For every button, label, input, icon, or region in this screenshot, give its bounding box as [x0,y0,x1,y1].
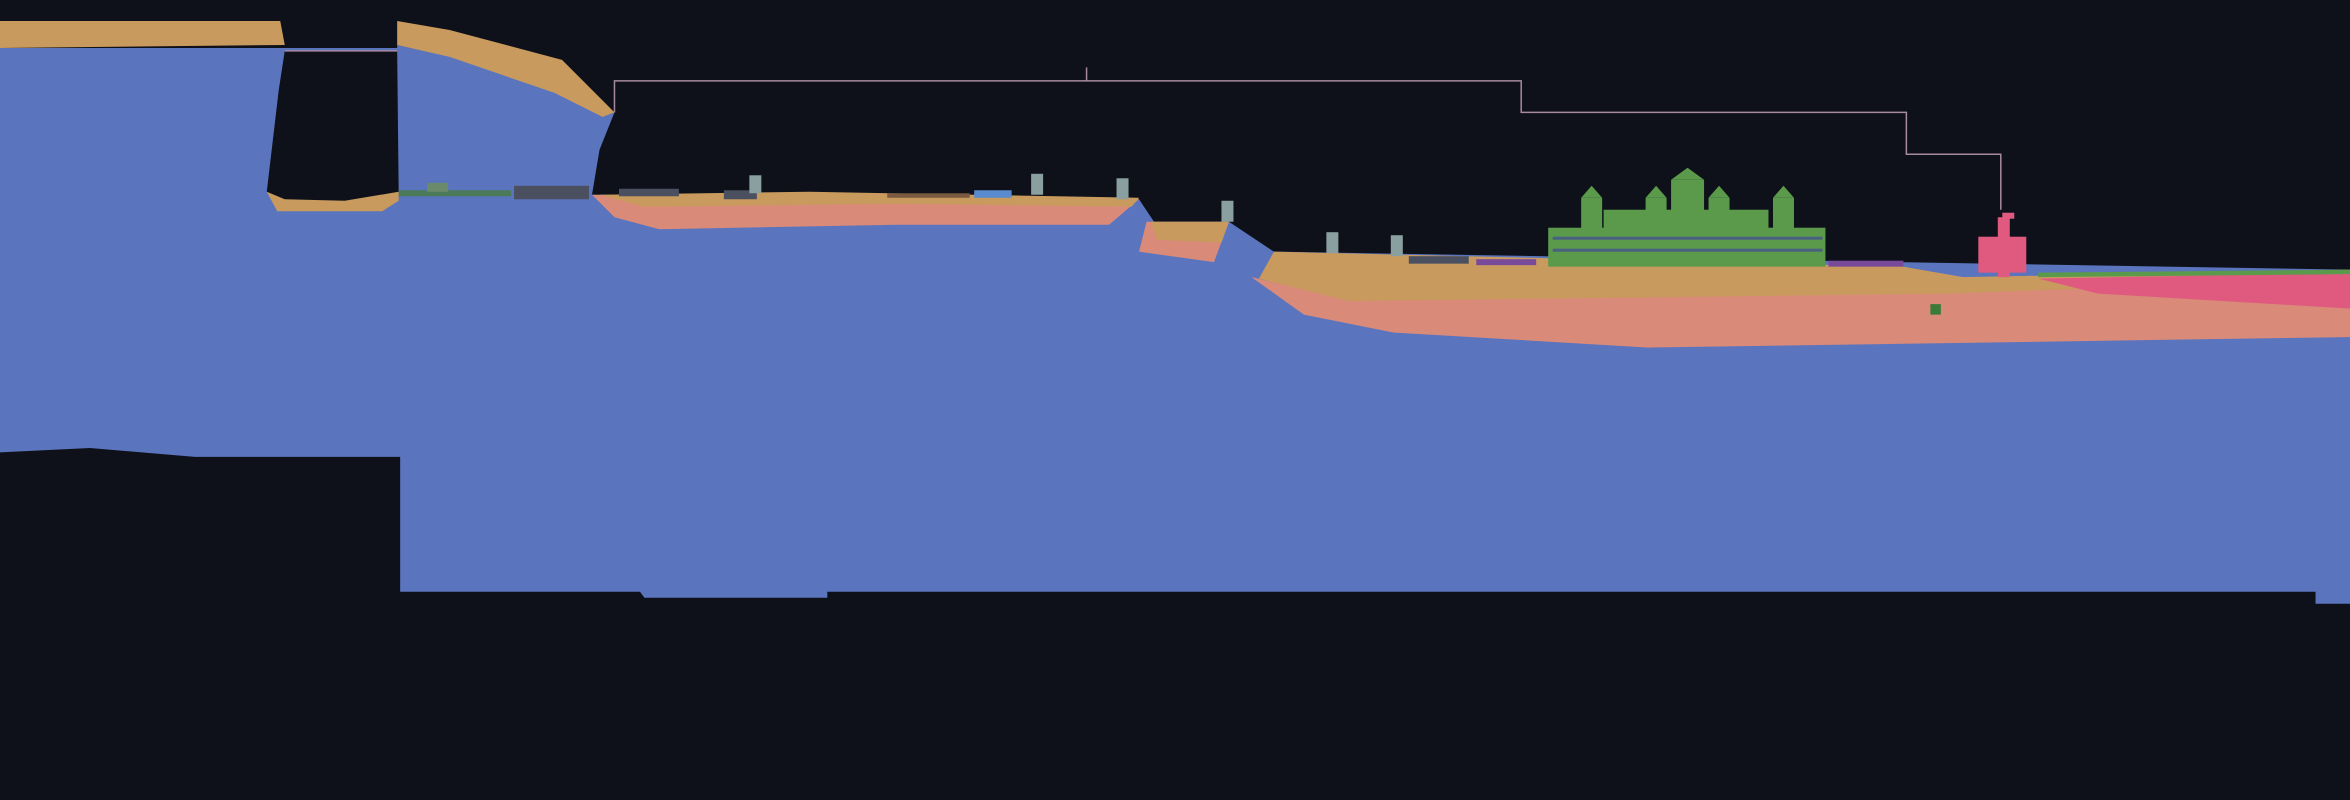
lamp [749,175,762,194]
cave-floor [266,191,399,212]
item [1930,304,1941,315]
castle-windows [1552,236,1823,240]
castle [1548,167,1826,267]
rubble [723,190,757,200]
lamp [1116,178,1129,200]
lamp [1390,235,1403,257]
pond [974,190,1012,198]
puddle [1828,260,1904,267]
castle-tower [1581,197,1603,231]
castle-roofs [1581,167,1794,198]
clay-plain [1251,277,2350,348]
crates [514,185,589,200]
puddle [1476,259,1537,266]
water-rock-mass [0,44,2350,604]
sand-cliff [397,20,615,117]
fence [887,193,970,198]
route-line [613,80,2002,210]
tower-flag [2002,212,2015,219]
cave [266,50,399,207]
sand-ledge [0,20,285,48]
castle-wing [1603,209,1769,231]
tower-spire [1997,217,2010,278]
lamp [1221,200,1234,222]
bridge [398,190,512,197]
pink-tower [1978,212,2027,278]
hut [427,182,449,192]
lamp [1031,173,1044,195]
sand-step [1151,221,1229,243]
structures [398,173,1904,267]
grass [2038,269,2350,278]
wreck [618,188,679,197]
cart [1408,256,1469,264]
castle-windows [1552,248,1823,252]
route-lines [284,50,2002,210]
pink-biome [2038,272,2350,309]
castle-tower [1772,197,1794,231]
lamp [1326,232,1339,254]
castle-body [1548,227,1826,267]
